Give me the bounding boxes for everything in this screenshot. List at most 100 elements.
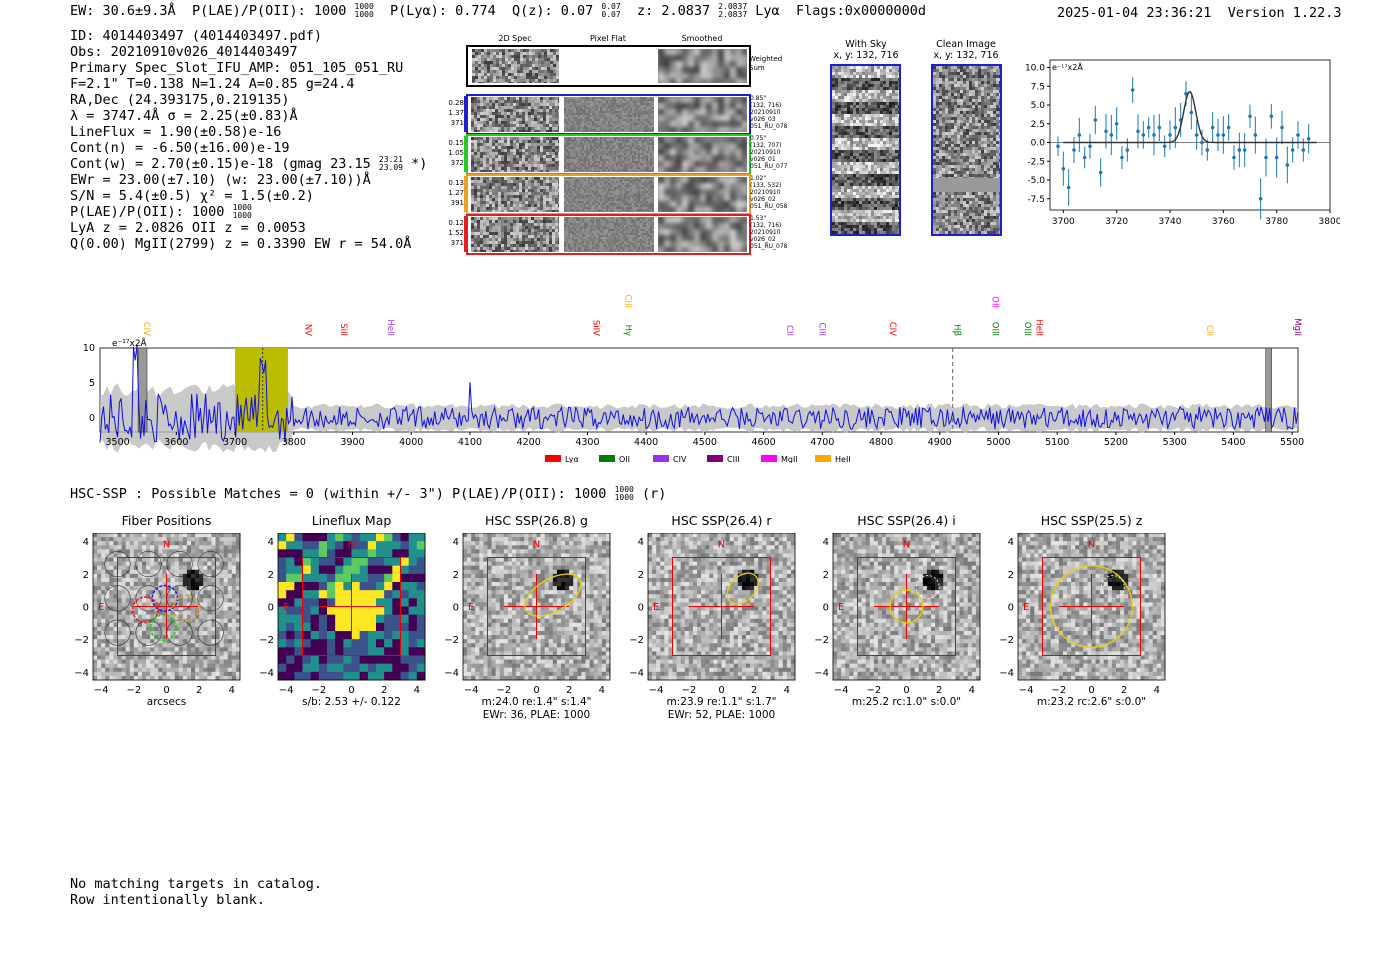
panel-ytick: 0: [268, 603, 274, 614]
panel-title: Lineflux Map: [311, 513, 392, 528]
lineflux: LineFlux = 1.90(±0.58)e-16: [70, 124, 282, 140]
row-smoothed: [658, 97, 747, 132]
fit-point: [1205, 139, 1210, 161]
fit-params: F=2.1" T=0.138 N=1.24 A=0.85 g=24.4: [70, 76, 355, 92]
panel-ytick: 0: [638, 603, 644, 614]
panel-xlabel: m:25.2 rc:1.0" s:0.0": [851, 696, 962, 708]
clean-image-title: Clean Image x, y: 132, 716: [933, 39, 999, 61]
emission-line-label: SiIV: [590, 320, 600, 336]
panel-ytick: −2: [629, 635, 644, 646]
fit-point: [1120, 146, 1124, 169]
emission-line-label: CIII: [623, 295, 633, 308]
fit-ytick: -7.5: [1027, 195, 1045, 205]
legend-entry: OII: [599, 455, 630, 463]
full-spectrum-plot: e⁻¹⁷x2Å 10 5 0 3500 3600 3700 3800 3900 4000 4100 4…: [83, 295, 1304, 463]
emission-line-label: CIV: [887, 322, 897, 336]
panel-ytick: −4: [444, 668, 459, 679]
cutout-panel: N E −4 −2 0 2 4 4 2 0 −2 −4: [999, 533, 1166, 696]
masked-region: [1265, 347, 1272, 433]
fit-point: [1216, 119, 1220, 151]
mgii-q: Q(0.00) MgII(2799) z = 0.3390 EW r = 54.…: [70, 236, 412, 252]
panel-xtick: −2: [496, 685, 511, 696]
panel-xtick: 4: [599, 685, 605, 696]
info-block: ID: 4014403497 (4014403497.pdf) Obs: 202…: [70, 28, 427, 252]
fit-point: [1221, 116, 1226, 154]
col-header-pixelflat: Pixel Flat: [590, 34, 626, 43]
north-label: N: [1088, 540, 1095, 551]
fit-point: [1066, 168, 1071, 207]
legend-entry: CIII: [707, 455, 740, 463]
panel-ytick: −4: [814, 668, 829, 679]
panel-xtick: −4: [279, 685, 294, 696]
col-header-smoothed: Smoothed: [681, 34, 723, 43]
spectrum-xtick: 3800: [282, 437, 306, 448]
panel-ytick: 4: [638, 537, 644, 548]
panel-xtick: −2: [866, 685, 881, 696]
weighted-2dspec: [472, 49, 559, 83]
spectrum-ytick: 10: [83, 343, 95, 354]
fit-point: [1232, 145, 1236, 170]
header-line: EW: 30.6±9.3Å P(LAE)/P(OII): 1000 1000 10…: [70, 2, 926, 20]
fit-point: [1296, 121, 1300, 149]
row-smoothed: [658, 137, 747, 172]
row-pixelflat: [564, 97, 654, 132]
panel-ytick: 4: [453, 537, 459, 548]
panel-ytick: 0: [1008, 603, 1014, 614]
east-label: E: [468, 602, 474, 613]
panel-xlabel: arcsecs: [146, 696, 187, 708]
east-label: E: [1023, 602, 1029, 613]
panel-ytick: 0: [83, 603, 89, 614]
emission-line-label: HeII: [385, 319, 395, 336]
ewr: EWr = 23.00(±7.10) (w: 23.00(±7.10))Å: [70, 172, 371, 188]
row-2dspec: [471, 97, 559, 132]
row-right-info: 1.02" (133, 532) 20210910 v026_02 051_RU_058: [750, 175, 788, 210]
emission-line-label: OII: [990, 296, 1000, 308]
legend-entry: CIV: [653, 455, 687, 463]
cont-n: Cont(n) = -6.50(±16.00)e-19: [70, 140, 290, 156]
fit-xtick: 3760: [1212, 217, 1235, 227]
fit-point: [1248, 104, 1252, 128]
east-label: E: [98, 602, 104, 613]
plya-value: P(Lyα): 0.774: [390, 3, 496, 19]
spectrum-xtick: 5400: [1221, 437, 1245, 448]
spectrum-xtick: 3500: [106, 437, 130, 448]
fit-xtick: 3800: [1319, 217, 1340, 227]
primary-spec: Primary Spec_Slot_IFU_AMP: 051_105_051_R…: [70, 60, 404, 76]
row-left-stats: 0.15 1.05 372: [448, 139, 464, 167]
panel-ytick: −2: [444, 635, 459, 646]
emission-line-label: Hβ: [952, 324, 962, 336]
fit-point: [1141, 121, 1146, 149]
row-pixelflat: [564, 217, 654, 252]
hsc-summary: HSC-SSP : Possible Matches = 0 (within +…: [70, 485, 667, 503]
timestamp-version: 2025-01-04 23:36:21 Version 1.22.3: [1057, 5, 1342, 21]
line-fit-plot: e⁻¹⁷x2Å 10.0 7.5 5.0 2.5 0.0 -2.5 -5.0 -7.5 3700 3…: [1025, 59, 1340, 227]
footer-line-1: No matching targets in catalog.: [70, 876, 322, 892]
fit-point: [1157, 113, 1162, 142]
panel-ytick: 0: [823, 603, 829, 614]
fit-point: [1200, 129, 1204, 156]
row-smoothed: [658, 177, 747, 212]
panel-ytick: 2: [83, 570, 89, 581]
panel-ytick: −4: [999, 668, 1014, 679]
fit-point: [1146, 117, 1151, 138]
fit-point: [1130, 77, 1135, 103]
east-label: E: [283, 602, 289, 613]
emission-line-label: CIII: [816, 323, 826, 336]
spectrum-xtick: 4700: [810, 437, 834, 448]
spectrum-xtick: 5100: [1045, 437, 1069, 448]
panel-ytick: 4: [1008, 537, 1014, 548]
fit-point: [1242, 133, 1247, 167]
panel-ytick: 4: [268, 537, 274, 548]
panel-xtick: 4: [1154, 685, 1160, 696]
spectrum-xtick: 4800: [869, 437, 893, 448]
ra-dec: RA,Dec (24.393175,0.219135): [70, 92, 290, 108]
panel-title: HSC SSP(26.8) g: [485, 513, 588, 528]
panel-xlabel: s/b: 2.53 +/- 0.122: [302, 696, 401, 708]
spectrum-xtick: 4500: [693, 437, 717, 448]
panel-xtick: −2: [126, 685, 141, 696]
panel-xtick: 0: [163, 685, 169, 696]
spectrum-xtick: 5300: [1163, 437, 1187, 448]
fit-point: [1194, 120, 1199, 150]
panel-xtick: −4: [94, 685, 109, 696]
legend-entry: MgII: [761, 455, 798, 463]
